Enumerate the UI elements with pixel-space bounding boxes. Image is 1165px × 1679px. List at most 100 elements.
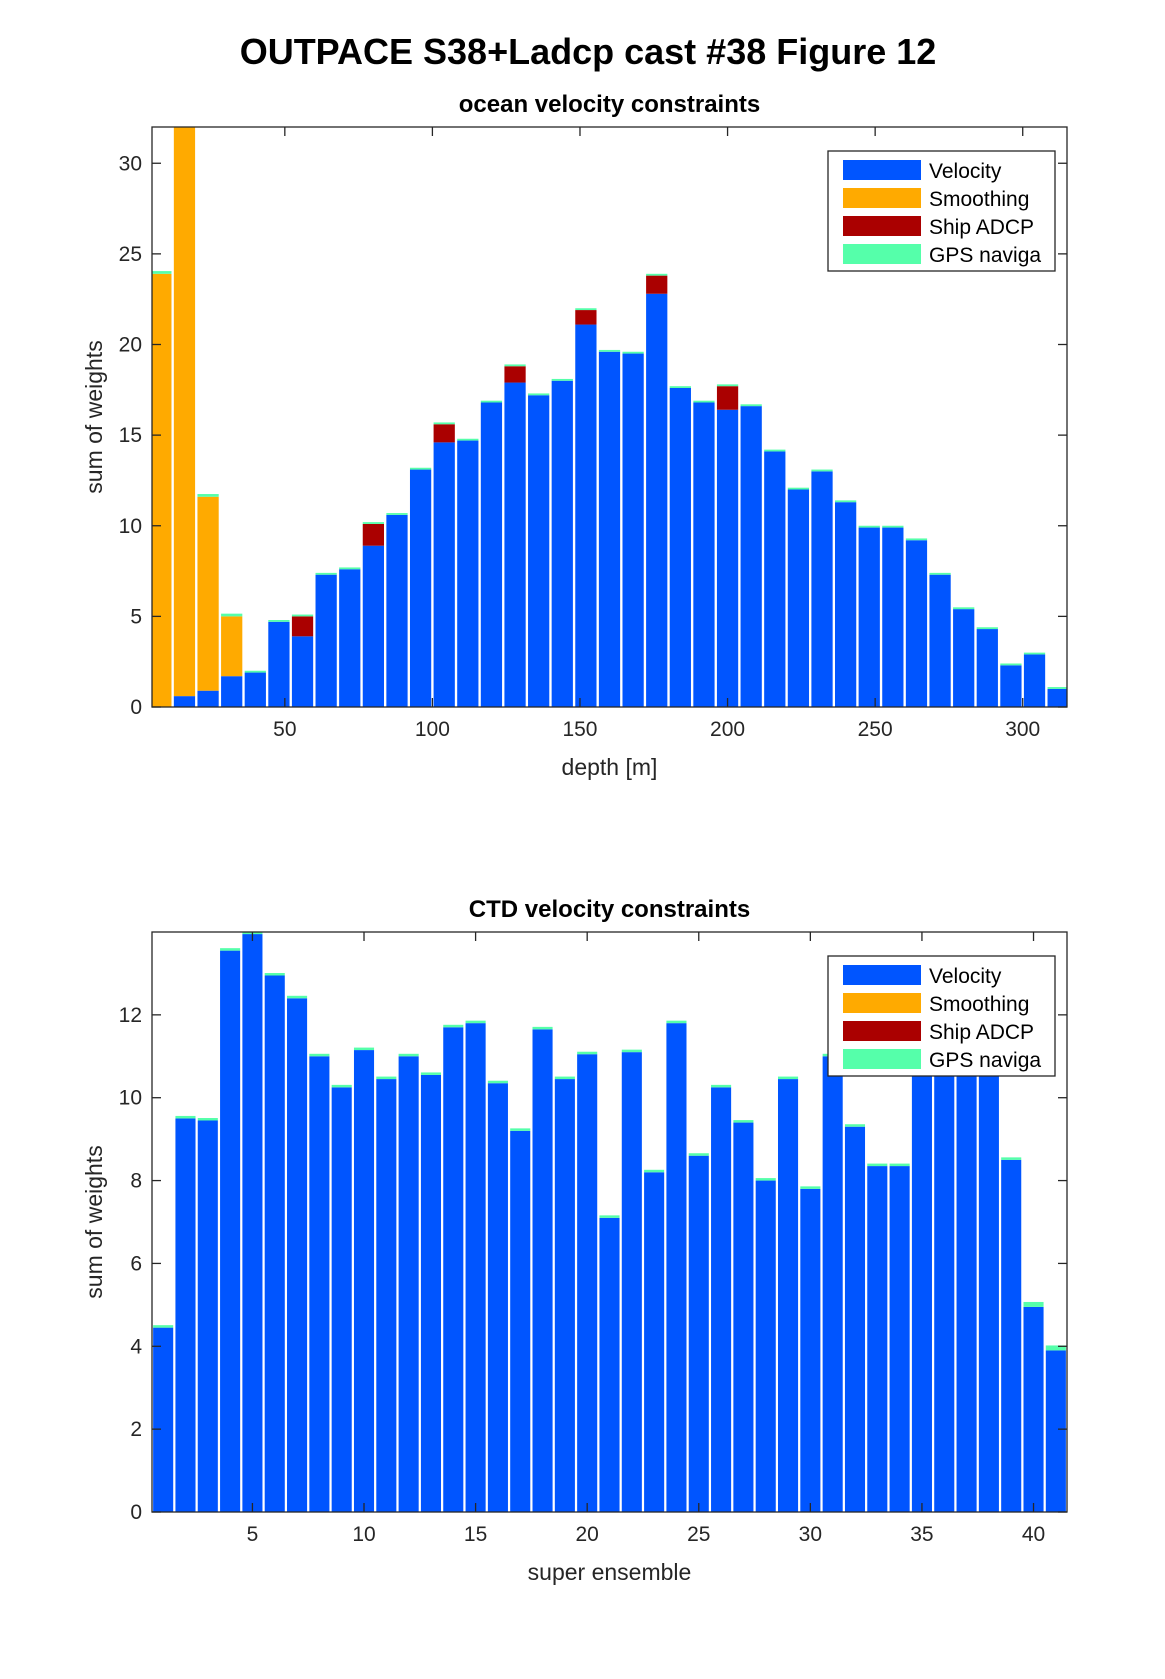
bar-segment xyxy=(532,1026,553,1030)
bar-segment xyxy=(339,569,361,707)
bar-segment xyxy=(800,1186,821,1189)
bar-segment xyxy=(315,572,337,575)
x-tick-label: 300 xyxy=(1005,718,1040,741)
legend-entry: GPS naviga xyxy=(929,244,1041,267)
y-tick-label: 12 xyxy=(119,1004,142,1027)
bar-segment xyxy=(1045,1345,1066,1351)
bar-segment xyxy=(666,1020,687,1024)
bar-segment xyxy=(268,620,290,622)
bar-segment xyxy=(409,469,432,707)
x-tick-label: 25 xyxy=(687,1523,710,1546)
bar-segment xyxy=(693,400,715,403)
bar-segment xyxy=(1023,1301,1044,1307)
bar-segment xyxy=(309,1053,330,1057)
bar-segment xyxy=(844,1124,866,1127)
bar-segment xyxy=(339,567,361,570)
bar-segment xyxy=(244,670,266,673)
bar-segment xyxy=(287,995,308,999)
y-axis-label: sum of weights xyxy=(81,340,107,493)
bar-segment xyxy=(221,613,243,617)
bar-segment xyxy=(905,540,928,707)
bar-segment xyxy=(221,616,243,677)
y-tick-label: 20 xyxy=(119,334,142,357)
bar-segment xyxy=(688,1153,709,1156)
bar-segment xyxy=(777,1079,799,1512)
bar-segment xyxy=(554,1076,575,1080)
bar-segment xyxy=(173,696,196,707)
bar-segment xyxy=(433,442,455,707)
bar-segment xyxy=(953,607,975,610)
legend-entry: Velocity xyxy=(929,160,1002,183)
bars xyxy=(153,932,1066,1512)
bar-segment xyxy=(433,424,455,443)
bar-segment xyxy=(976,627,998,630)
legend-entry: Velocity xyxy=(929,965,1002,988)
bar-segment xyxy=(353,1050,375,1512)
bar-segment xyxy=(716,409,739,707)
bar-segment xyxy=(264,973,285,976)
bar-segment xyxy=(858,525,880,528)
bar-segment xyxy=(929,574,951,707)
bar-segment xyxy=(528,393,550,396)
bar-segment xyxy=(577,1054,598,1512)
bar-segment xyxy=(362,522,384,524)
legend-swatch xyxy=(843,188,921,208)
bar-segment xyxy=(465,1020,486,1024)
y-tick-label: 10 xyxy=(119,515,142,538)
x-tick-label: 50 xyxy=(273,718,296,741)
legend-entry: Smoothing xyxy=(929,993,1029,1016)
legend-swatch xyxy=(843,965,921,985)
bar-segment xyxy=(716,384,739,387)
bar-segment xyxy=(644,1172,665,1512)
bar-segment xyxy=(953,609,975,707)
bar-segment xyxy=(504,364,526,367)
bar-segment xyxy=(386,514,408,707)
bar-segment xyxy=(465,1023,486,1512)
bar-segment xyxy=(398,1056,419,1512)
bar-segment xyxy=(867,1163,888,1167)
bar-segment xyxy=(510,1130,531,1512)
y-tick-label: 6 xyxy=(130,1252,142,1275)
bar-segment xyxy=(220,950,241,1512)
bar-segment xyxy=(1000,663,1022,666)
bar-segment xyxy=(800,1188,821,1512)
bar-segment xyxy=(905,538,928,541)
bar-segment xyxy=(173,127,196,697)
y-tick-label: 25 xyxy=(119,243,142,266)
x-tick-label: 5 xyxy=(247,1523,259,1546)
bar-segment xyxy=(175,1115,196,1119)
legend: Velocity Smoothing Ship ADCP GPS naviga xyxy=(827,150,1056,272)
x-tick-label: 10 xyxy=(352,1523,375,1546)
bar-segment xyxy=(956,1035,977,1512)
bar-segment xyxy=(197,1118,218,1121)
bar-segment xyxy=(711,1087,732,1512)
bar-segment xyxy=(264,975,285,1512)
bar-segment xyxy=(268,621,290,707)
bar-segment xyxy=(510,1128,531,1131)
bar-segment xyxy=(755,1180,776,1512)
bar-segment xyxy=(598,349,621,352)
legend-swatch xyxy=(843,244,921,264)
bar-segment xyxy=(291,636,314,707)
legend-swatch xyxy=(843,216,921,236)
bar-segment xyxy=(1047,687,1067,689)
bar-segment xyxy=(457,438,479,441)
bar-segment xyxy=(622,351,644,354)
bar-segment xyxy=(621,1052,642,1512)
legend-swatch xyxy=(843,1021,921,1041)
y-tick-label: 4 xyxy=(130,1335,142,1358)
y-tick-label: 2 xyxy=(130,1418,142,1441)
bar-segment xyxy=(291,616,314,637)
bar-segment xyxy=(646,273,668,276)
bar-segment xyxy=(688,1155,709,1512)
bar-segment xyxy=(1001,1159,1022,1512)
ocean-velocity-chart: 50 100 150 200 250 300 0 5 10 15 20 25 30 ocean veloc… xyxy=(81,91,1068,780)
bar-segment xyxy=(153,1325,174,1328)
bar-segment xyxy=(822,1056,843,1512)
bar-segment xyxy=(153,1327,174,1512)
bar-segment xyxy=(666,1023,687,1512)
bar-segment xyxy=(244,672,266,707)
bar-segment xyxy=(504,366,526,383)
bar-segment xyxy=(480,402,503,707)
bar-segment xyxy=(353,1047,375,1051)
